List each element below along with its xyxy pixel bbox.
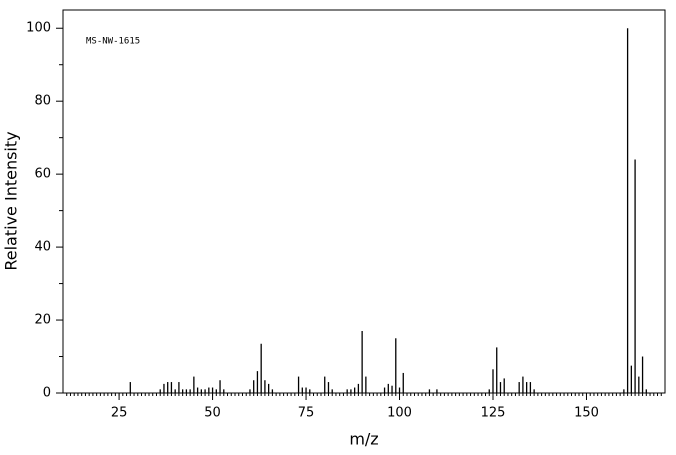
- x-tick-label: 100: [387, 406, 412, 421]
- y-tick-label: 80: [34, 94, 51, 109]
- x-tick-label: 125: [481, 406, 506, 421]
- x-tick-label: 150: [574, 406, 599, 421]
- plot-frame: [62, 9, 666, 394]
- x-axis-label: m/z: [349, 430, 378, 449]
- y-tick-label: 20: [34, 313, 51, 328]
- x-tick-label: 25: [111, 406, 128, 421]
- y-tick-label: 100: [26, 21, 51, 36]
- y-tick-label: 40: [34, 240, 51, 255]
- x-tick-label: 50: [204, 406, 221, 421]
- y-axis-label: Relative Intensity: [2, 131, 21, 270]
- y-tick-label: 0: [43, 386, 51, 401]
- y-tick-label: 60: [34, 167, 51, 182]
- annotation: MS-NW-1615: [86, 37, 140, 47]
- x-tick-label: 75: [298, 406, 315, 421]
